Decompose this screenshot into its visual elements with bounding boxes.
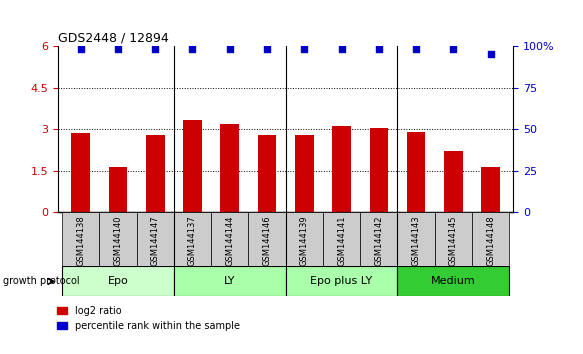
Text: LY: LY	[224, 275, 236, 286]
Text: GSM144145: GSM144145	[449, 215, 458, 266]
Point	[449, 46, 458, 52]
Bar	[295, 135, 314, 212]
FancyBboxPatch shape	[323, 212, 360, 266]
Text: GSM144143: GSM144143	[412, 215, 420, 266]
Bar	[108, 167, 127, 212]
Point	[150, 46, 160, 52]
FancyBboxPatch shape	[174, 266, 286, 296]
FancyBboxPatch shape	[174, 212, 211, 266]
Text: Epo: Epo	[107, 275, 128, 286]
Text: GSM144144: GSM144144	[225, 215, 234, 266]
FancyBboxPatch shape	[286, 212, 323, 266]
Text: GSM144148: GSM144148	[486, 215, 495, 266]
Bar	[258, 135, 276, 212]
FancyBboxPatch shape	[360, 212, 398, 266]
Bar	[444, 152, 463, 212]
Bar	[183, 120, 202, 212]
Point	[262, 46, 272, 52]
Bar	[407, 132, 426, 212]
FancyBboxPatch shape	[398, 212, 435, 266]
Text: GDS2448 / 12894: GDS2448 / 12894	[58, 32, 169, 45]
Text: GSM144139: GSM144139	[300, 215, 309, 266]
FancyBboxPatch shape	[62, 212, 99, 266]
Text: GSM144142: GSM144142	[374, 215, 384, 266]
Text: GSM144140: GSM144140	[114, 215, 122, 266]
FancyBboxPatch shape	[136, 212, 174, 266]
Point	[486, 51, 496, 57]
Bar	[332, 126, 351, 212]
Point	[374, 46, 384, 52]
Point	[113, 46, 122, 52]
Point	[76, 46, 85, 52]
Text: Epo plus LY: Epo plus LY	[311, 275, 373, 286]
Text: GSM144146: GSM144146	[262, 215, 272, 266]
Text: GSM144137: GSM144137	[188, 215, 197, 266]
Bar	[146, 135, 164, 212]
Point	[337, 46, 346, 52]
Bar	[482, 167, 500, 212]
Point	[188, 46, 197, 52]
Text: Medium: Medium	[431, 275, 476, 286]
Point	[412, 46, 421, 52]
FancyBboxPatch shape	[472, 212, 510, 266]
Legend: log2 ratio, percentile rank within the sample: log2 ratio, percentile rank within the s…	[57, 306, 240, 331]
Bar	[71, 133, 90, 212]
Point	[225, 46, 234, 52]
Bar	[220, 124, 239, 212]
Bar	[370, 128, 388, 212]
FancyBboxPatch shape	[286, 266, 398, 296]
Text: GSM144141: GSM144141	[337, 215, 346, 266]
FancyBboxPatch shape	[248, 212, 286, 266]
Text: GSM144138: GSM144138	[76, 215, 85, 266]
Text: growth protocol: growth protocol	[3, 276, 79, 286]
Text: GSM144147: GSM144147	[151, 215, 160, 266]
FancyBboxPatch shape	[62, 266, 174, 296]
FancyBboxPatch shape	[398, 266, 510, 296]
FancyBboxPatch shape	[211, 212, 248, 266]
FancyBboxPatch shape	[435, 212, 472, 266]
FancyBboxPatch shape	[99, 212, 136, 266]
Point	[300, 46, 309, 52]
